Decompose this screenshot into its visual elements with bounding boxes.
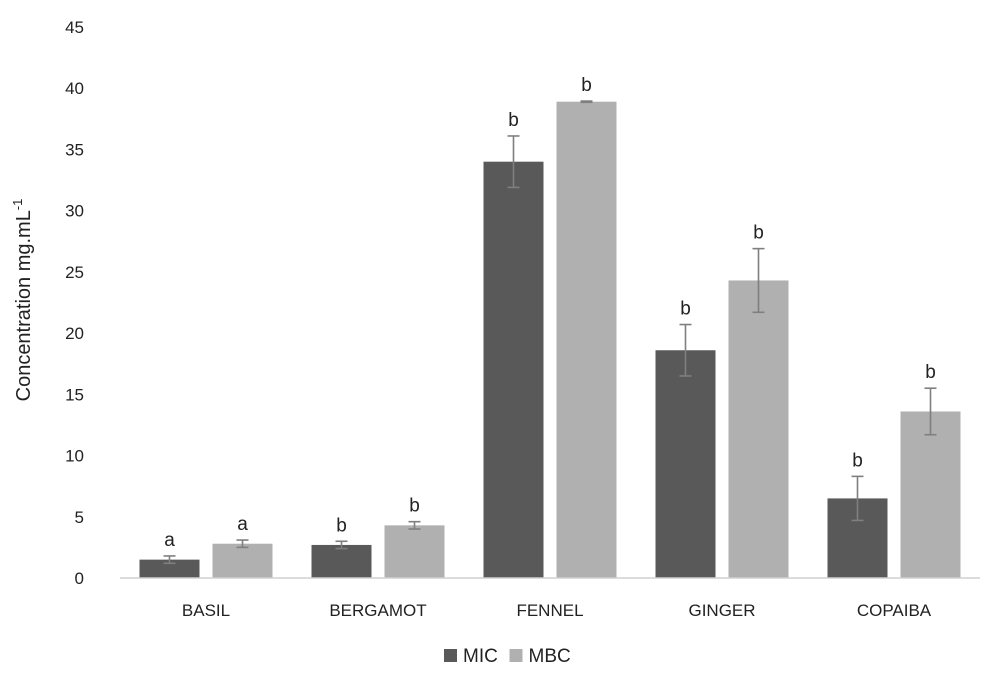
bar-mbc-bergamot (384, 525, 445, 578)
y-tick-label: 0 (75, 569, 84, 588)
y-axis-title-text: Concentration mg.mL (13, 210, 35, 401)
y-tick-label: 20 (65, 324, 84, 343)
significance-label: b (925, 362, 936, 383)
legend-label-mic: MIC (463, 646, 498, 667)
y-tick-label: 30 (65, 202, 84, 221)
bar-mbc-copaiba (900, 411, 961, 578)
bar-mic-fennel (483, 161, 544, 578)
legend-swatch-mic (444, 649, 457, 662)
error-bars (163, 100, 937, 565)
significance-label: b (508, 110, 519, 131)
y-tick-label: 15 (65, 385, 84, 404)
bar-mic-bergamot (311, 544, 372, 578)
bar-mbc-basil (212, 543, 273, 578)
category-label-basil: BASIL (182, 601, 230, 620)
y-tick-label: 45 (65, 18, 84, 37)
y-tick-label: 5 (75, 508, 84, 527)
significance-label: b (581, 75, 592, 96)
significance-label: a (164, 530, 175, 551)
category-label-ginger: GINGER (688, 601, 755, 620)
bar-mbc-ginger (728, 280, 789, 578)
y-tick-label: 25 (65, 263, 84, 282)
y-tick-label: 35 (65, 140, 84, 159)
y-tick-label: 10 (65, 447, 84, 466)
x-axis-categories: BASIL BERGAMOT FENNEL GINGER COPAIBA (182, 601, 932, 620)
legend-swatch-mbc (509, 649, 523, 662)
bar-mbc-fennel (556, 101, 617, 579)
legend: MIC MBC (444, 646, 571, 667)
significance-label: b (336, 515, 347, 536)
category-label-copaiba: COPAIBA (857, 601, 932, 620)
significance-label: a (237, 514, 248, 535)
category-label-bergamot: BERGAMOT (329, 601, 426, 620)
significance-label: b (409, 496, 420, 517)
significance-label: b (753, 223, 764, 244)
bar-mic-basil (139, 559, 200, 578)
legend-label-mbc: MBC (529, 646, 571, 667)
bars (139, 101, 961, 579)
y-axis-title: Concentration mg.mL-1 (10, 199, 35, 402)
significance-label: b (680, 299, 691, 320)
significance-labels: a a b b b b b b b b (164, 75, 936, 551)
y-tick-label: 40 (65, 79, 84, 98)
y-axis-title-superscript: -1 (10, 199, 25, 211)
category-label-fennel: FENNEL (516, 601, 583, 620)
bar-mic-ginger (655, 350, 716, 578)
significance-label: b (852, 450, 863, 471)
y-axis-ticks: 0 5 10 15 20 25 30 35 40 45 (65, 18, 84, 588)
